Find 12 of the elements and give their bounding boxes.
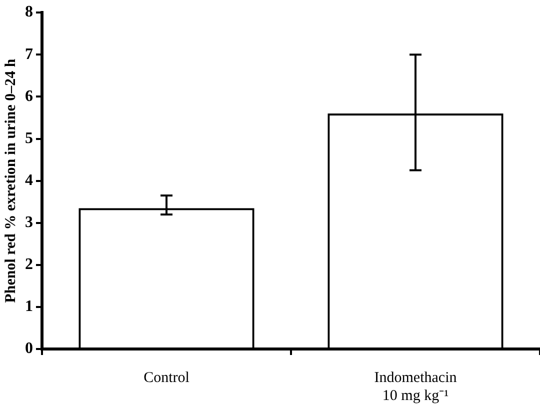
y-tick-label: 4 bbox=[25, 172, 33, 189]
y-tick-label: 3 bbox=[25, 214, 33, 231]
y-tick-label: 8 bbox=[25, 4, 33, 21]
y-tick-label: 6 bbox=[25, 88, 33, 105]
y-tick-label: 2 bbox=[25, 256, 33, 274]
y-tick-label: 0 bbox=[25, 340, 33, 358]
y-tick-label: 7 bbox=[25, 46, 33, 63]
y-tick-label: 5 bbox=[25, 130, 33, 147]
y-tick-label: 1 bbox=[25, 298, 33, 316]
y-axis-title: Phenol red % exretion in urine 0–24 h bbox=[2, 58, 19, 303]
x-tick-label: Indomethacin 10 mg kg⁻¹ bbox=[374, 370, 458, 404]
x-tick-label: Control bbox=[144, 370, 190, 386]
